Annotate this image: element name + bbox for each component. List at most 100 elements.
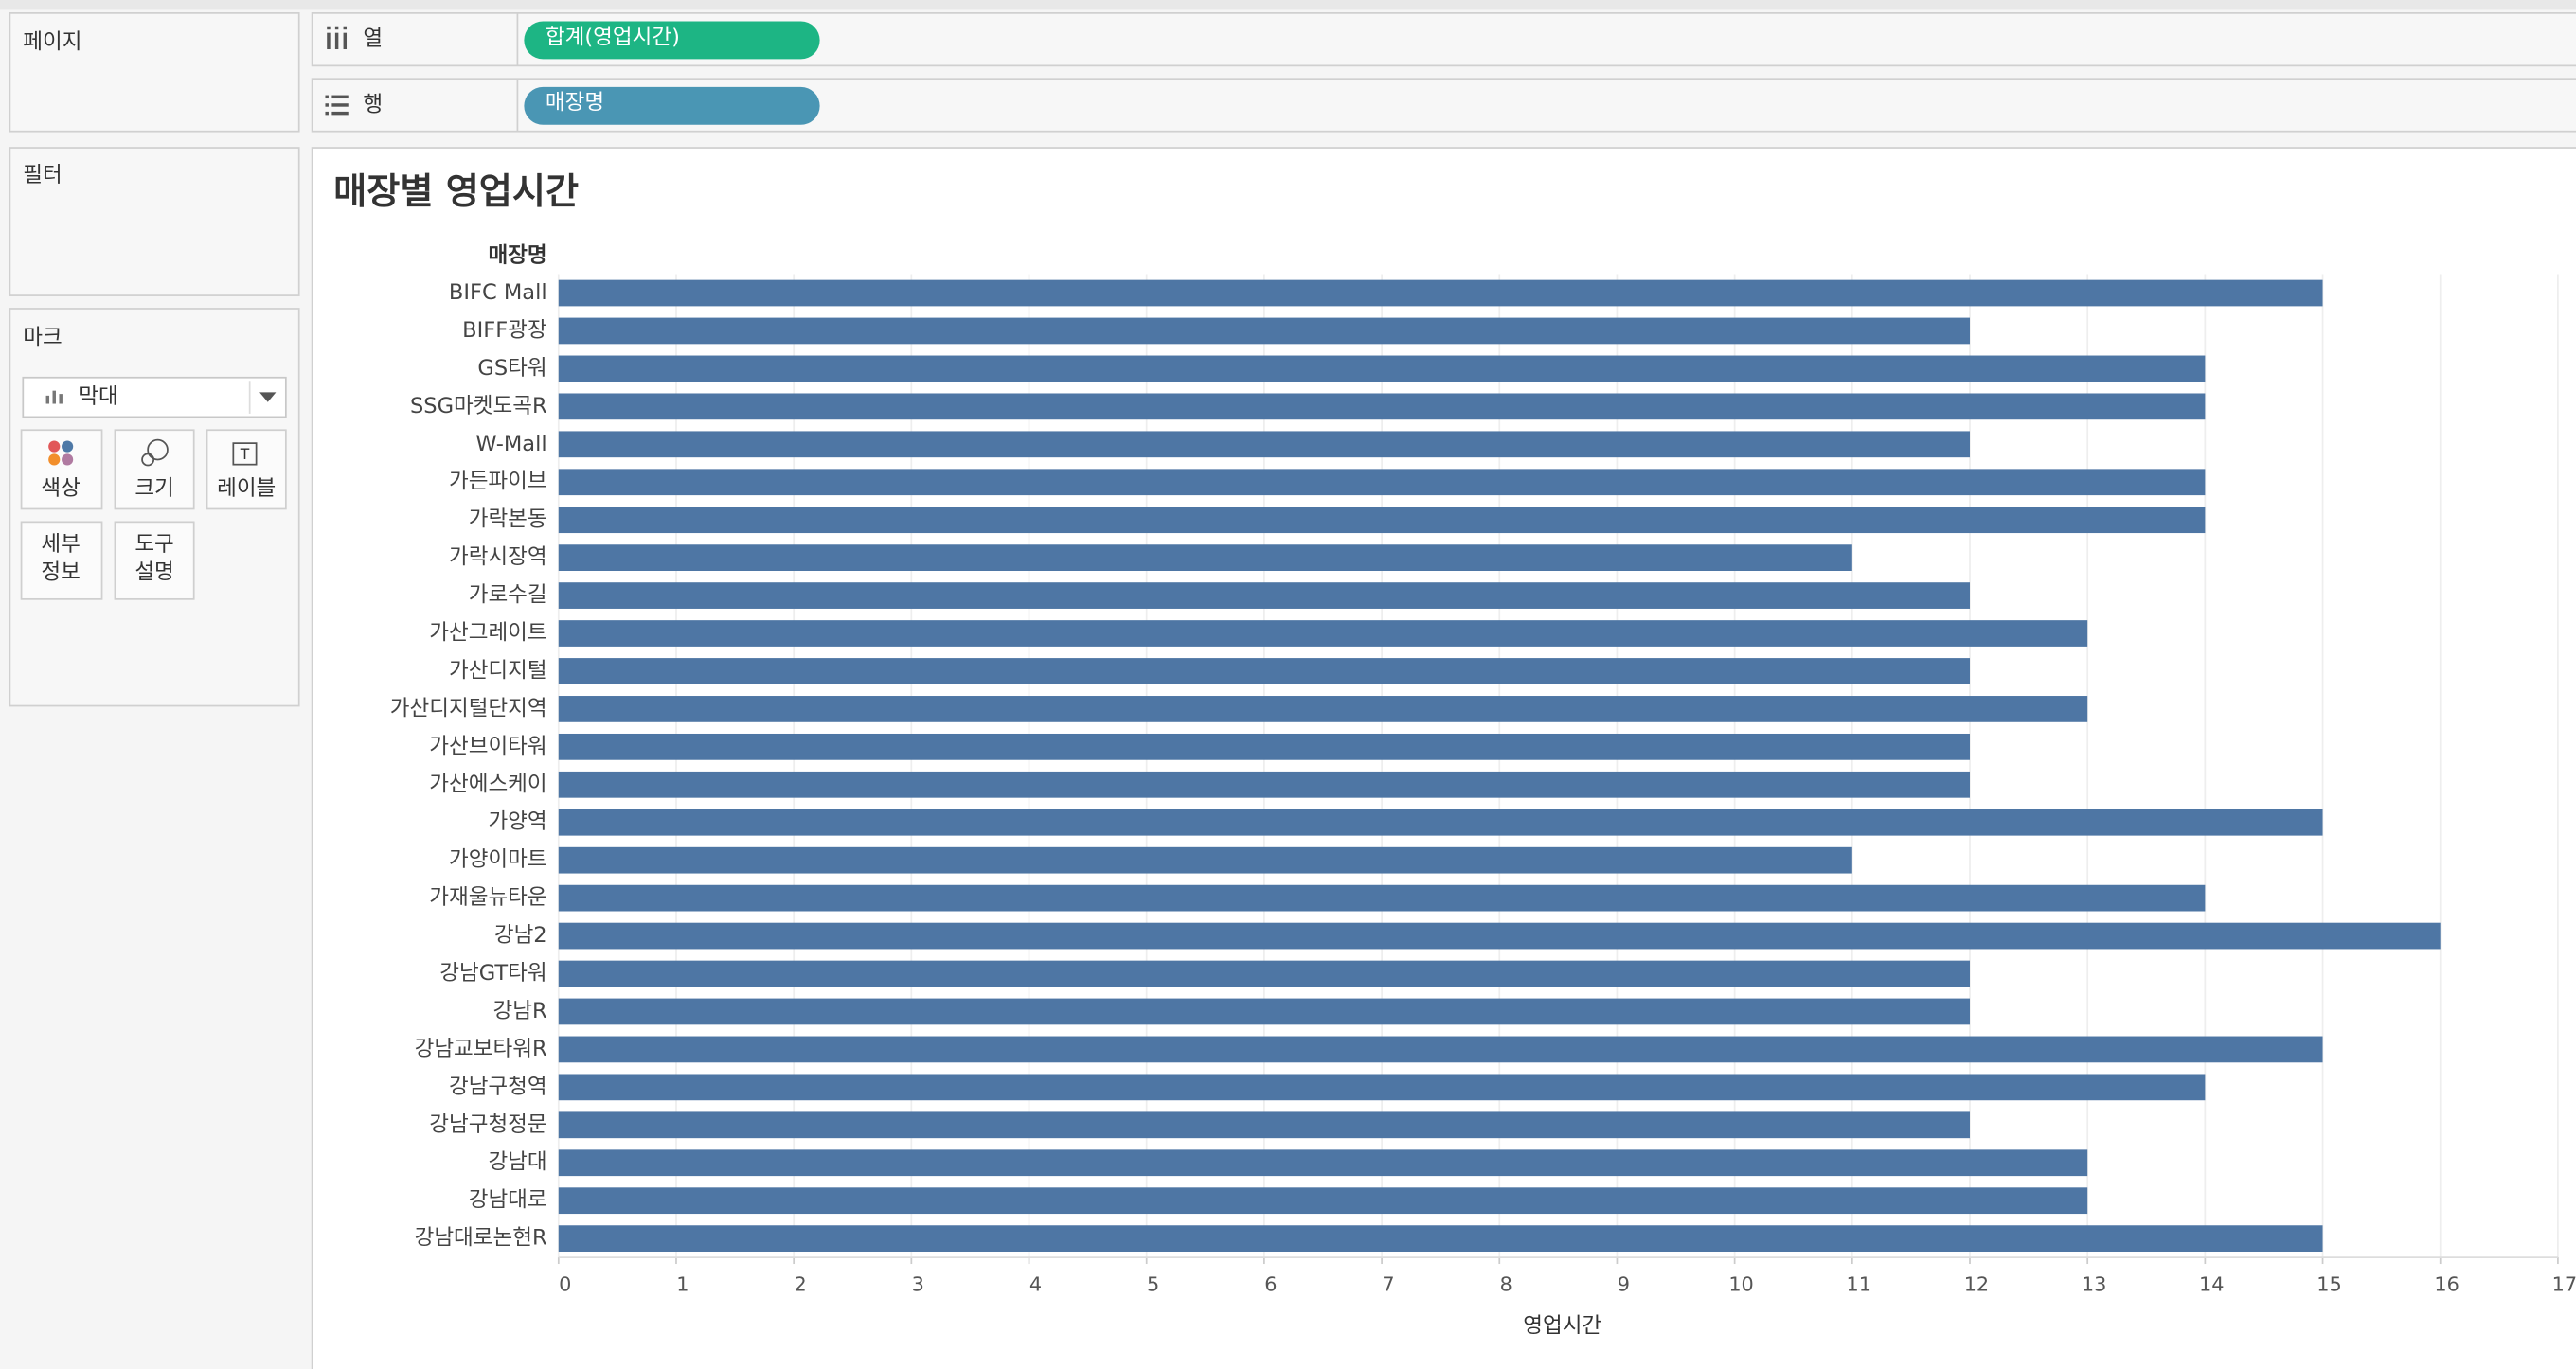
y-tick-label: 강남교보타워R [415, 1037, 547, 1061]
x-tick-label: 17 [2552, 1273, 2576, 1296]
y-tick-label: 가산디지털 [449, 658, 547, 683]
bar [558, 884, 2206, 912]
x-tick-label: 10 [1728, 1273, 1753, 1296]
y-tick-label: 강남2 [494, 923, 547, 948]
rows-label: 행 [363, 92, 383, 116]
size-icon [141, 438, 169, 467]
x-tick-label: 11 [1847, 1273, 1871, 1296]
bar [558, 696, 2088, 722]
x-tick-label: 13 [2082, 1273, 2106, 1296]
y-tick-label: 가락시장역 [449, 545, 547, 570]
columns-pill[interactable] [524, 21, 820, 60]
y-tick-label: 강남대로 [469, 1188, 547, 1213]
row-header: 매장명 [488, 243, 546, 268]
label-card-label: 레이블 [217, 476, 276, 501]
bar [558, 960, 1970, 987]
bar [558, 469, 2206, 496]
y-tick-label: 가로수길 [469, 583, 547, 608]
x-tick-label: 7 [1382, 1273, 1394, 1296]
bar [558, 1225, 2323, 1252]
bar [558, 393, 2206, 420]
bar [558, 1149, 2088, 1177]
bar-icon [45, 390, 63, 404]
pages-pane [9, 12, 300, 133]
y-tick-label: 강남GT타워 [439, 961, 546, 986]
bar [558, 620, 2088, 647]
bar [558, 658, 1970, 684]
x-tick-label: 1 [676, 1273, 689, 1296]
y-tick-label: 가양역 [488, 809, 546, 834]
bar [558, 998, 1970, 1025]
columns-pill-text: 합계(영업시간) [546, 25, 680, 49]
x-tick-label: 4 [1029, 1273, 1042, 1296]
y-tick-label: 가양이마트 [449, 847, 547, 872]
y-tick-label: BIFF광장 [462, 318, 547, 343]
x-tick-label: 9 [1618, 1273, 1630, 1296]
bar [558, 733, 1970, 760]
label-icon-glyph: T [240, 446, 250, 463]
y-tick-label: BIFC Mall [449, 280, 547, 305]
y-tick-label: 가재울뉴타운 [429, 885, 546, 910]
y-tick-label: 강남대로논현R [415, 1226, 547, 1251]
y-tick-label: 가든파이브 [449, 470, 547, 494]
x-tick-label: 14 [2199, 1273, 2224, 1296]
filters-label: 필터 [23, 163, 62, 187]
x-tick-label: 15 [2317, 1273, 2341, 1296]
x-axis-title: 영업시간 [1523, 1313, 1601, 1338]
bar [558, 355, 2206, 382]
bar [558, 1036, 2323, 1063]
pages-label: 페이지 [23, 30, 81, 55]
rows-pill[interactable] [524, 86, 820, 125]
y-tick-label: 가산브이타워 [429, 734, 546, 758]
mark-type-dropdown[interactable] [22, 376, 287, 418]
top-strip [0, 0, 2576, 10]
x-tick-label: 3 [912, 1273, 924, 1296]
y-tick-label: W-Mall [475, 432, 546, 456]
x-tick-label: 16 [2434, 1273, 2459, 1296]
y-tick-label: 가산그레이트 [429, 621, 546, 646]
dropdown-arrow [259, 392, 277, 402]
y-tick-label: 강남R [493, 999, 547, 1023]
size-card-label: 크기 [134, 476, 173, 501]
columns-label: 열 [363, 27, 383, 51]
label-card[interactable] [206, 429, 287, 510]
bar [558, 809, 2323, 836]
tooltip-card[interactable] [114, 521, 195, 600]
tooltip-card-label: 도구 [134, 532, 173, 557]
size-card[interactable] [114, 429, 195, 510]
y-tick-label: 가산디지털단지역 [390, 696, 547, 720]
y-tick-label: 가락본동 [469, 507, 547, 532]
bar [558, 771, 1970, 798]
mark-type: 막대 [79, 384, 117, 409]
bar [558, 582, 1970, 609]
y-tick-label: 강남구청역 [449, 1075, 547, 1099]
y-tick-label: 가산에스케이 [429, 772, 546, 796]
y-tick-label: 강남구청정문 [429, 1112, 546, 1137]
y-tick-label: 강남대 [488, 1150, 546, 1175]
detail-card-label: 세부 [41, 532, 80, 557]
chart-title: 매장별 영업시간 [333, 170, 579, 212]
x-tick-label: 12 [1964, 1273, 1989, 1296]
columns-icon [327, 26, 348, 50]
x-tick-label: 6 [1264, 1273, 1277, 1296]
y-tick-label: GS타워 [477, 356, 546, 381]
bar [558, 544, 1852, 572]
bar [558, 846, 1852, 874]
color-card[interactable] [20, 429, 103, 510]
filters-pane [9, 147, 300, 296]
detail-card-label: 정보 [41, 560, 80, 585]
bar [558, 279, 2323, 307]
bar [558, 317, 1970, 345]
detail-card[interactable] [20, 521, 103, 600]
bar [558, 1074, 2206, 1101]
x-tick-label: 8 [1500, 1273, 1512, 1296]
rows-icon [325, 95, 349, 116]
x-tick-label: 5 [1147, 1273, 1159, 1296]
bar [558, 507, 2206, 534]
bar [558, 1111, 1970, 1139]
color-icon [48, 440, 74, 466]
rows-pill-text: 매장명 [546, 91, 604, 116]
y-tick-label: SSG마켓도곡R [410, 394, 547, 418]
